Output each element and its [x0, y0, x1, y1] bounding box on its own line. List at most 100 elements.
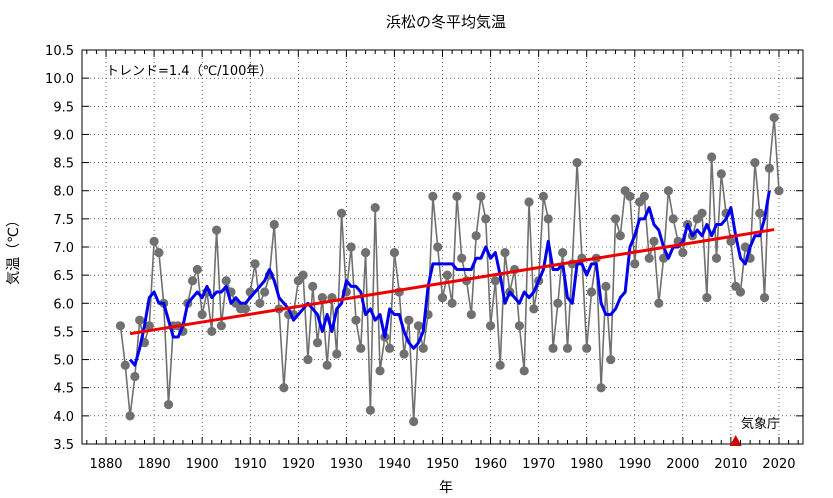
y-tick-label: 8.5 — [53, 157, 74, 172]
annual-data-point — [269, 219, 279, 230]
annual-data-point — [389, 248, 400, 258]
y-tick-label: 4.0 — [53, 410, 74, 425]
annual-data-point — [187, 276, 198, 286]
annual-data-point — [154, 248, 164, 258]
annual-data-point — [163, 400, 174, 410]
y-tick-label: 3.5 — [53, 438, 74, 453]
annual-data-point — [707, 152, 717, 162]
annual-data-point — [755, 208, 765, 218]
annual-data-point — [711, 253, 722, 263]
trend-annotation: トレンド=1.4（℃/100年） — [106, 64, 272, 79]
annual-data-point — [312, 338, 323, 348]
y-tick-label: 6.5 — [53, 269, 74, 284]
annual-data-point — [360, 248, 371, 258]
annual-data-point — [644, 253, 654, 263]
annual-data-point — [649, 236, 659, 246]
annual-data-point — [562, 343, 573, 353]
annual-data-point — [639, 191, 649, 201]
axis-layer — [81, 49, 804, 445]
annual-series-line — [119, 116, 780, 423]
annual-data-point — [207, 326, 217, 337]
annual-data-point — [303, 354, 313, 365]
annual-data-point — [466, 309, 476, 320]
x-tick-label: 1990 — [618, 457, 651, 472]
chart-title: 浜松の冬平均気温 — [386, 13, 506, 31]
annual-data-point — [120, 360, 130, 370]
annual-data-point — [385, 343, 395, 353]
annual-data-point — [529, 304, 539, 314]
source-label: 気象庁 — [741, 416, 780, 432]
annual-data-point — [514, 321, 525, 331]
annual-data-point — [308, 281, 318, 291]
annual-data-point — [625, 191, 635, 201]
annual-data-point — [375, 366, 385, 376]
annual-data-point — [135, 315, 145, 325]
x-tick-label: 1980 — [570, 457, 603, 472]
annual-data-point — [279, 383, 289, 393]
annual-data-point — [197, 309, 207, 320]
annual-data-point — [750, 157, 760, 168]
x-tick-label: 2000 — [666, 457, 699, 472]
annual-data-point — [716, 169, 726, 179]
annual-data-point — [630, 259, 640, 269]
annual-data-point — [769, 112, 779, 123]
annual-data-point — [596, 383, 606, 393]
moving-average-line — [128, 190, 771, 367]
annual-data-point — [351, 315, 361, 325]
y-tick-label: 4.5 — [53, 382, 74, 397]
x-tick-label: 1940 — [378, 457, 411, 472]
annual-data-point — [149, 236, 159, 246]
x-tick-label: 1900 — [186, 457, 219, 472]
annual-data-point — [356, 343, 366, 353]
y-tick-label: 10.0 — [45, 72, 74, 87]
annual-data-point — [413, 321, 424, 331]
annual-data-point — [471, 231, 481, 241]
annual-data-point — [538, 191, 549, 201]
y-tick-label: 10.5 — [45, 44, 74, 59]
x-tick-label: 1950 — [426, 457, 459, 472]
annual-data-point — [500, 248, 510, 258]
annual-data-point — [250, 259, 260, 269]
y-tick-label: 6.0 — [53, 297, 74, 312]
annual-data-point — [774, 186, 784, 196]
annual-data-point — [476, 191, 486, 201]
grid-layer — [82, 49, 803, 445]
annual-data-point — [399, 349, 409, 359]
annual-data-point — [433, 242, 443, 252]
y-tick-label: 7.5 — [53, 213, 74, 228]
annual-data-point — [678, 248, 688, 258]
annual-data-point — [543, 214, 553, 224]
annual-data-point — [553, 298, 563, 308]
annual-data-point — [764, 163, 774, 173]
annual-data-point — [481, 214, 491, 224]
annual-data-point — [457, 253, 467, 263]
annual-data-point — [572, 157, 582, 168]
series-layer — [115, 112, 784, 427]
y-tick-label: 8.0 — [53, 185, 74, 200]
annual-data-point — [548, 343, 558, 353]
x-tick-label: 1910 — [234, 457, 267, 472]
source-marker-triangle — [729, 435, 742, 446]
annual-data-point — [125, 411, 135, 421]
annual-data-point — [447, 298, 457, 308]
annual-data-point — [702, 293, 712, 303]
annual-data-point — [216, 321, 226, 331]
annual-data-point — [370, 203, 380, 213]
annual-data-point — [240, 304, 251, 314]
annual-data-point — [317, 293, 327, 303]
annual-data-point — [130, 371, 140, 382]
annual-data-point — [428, 191, 438, 201]
annual-data-point — [610, 214, 621, 224]
annual-data-point — [615, 231, 625, 241]
annual-data-point — [346, 242, 356, 252]
annual-data-point — [192, 264, 202, 275]
annual-data-point — [495, 360, 505, 370]
annual-data-point — [452, 191, 462, 201]
annual-data-point — [365, 405, 375, 415]
annual-data-point — [601, 281, 611, 291]
y-tick-label: 5.5 — [53, 325, 74, 340]
annual-data-point — [490, 276, 500, 286]
x-axis-label: 年 — [439, 480, 453, 496]
